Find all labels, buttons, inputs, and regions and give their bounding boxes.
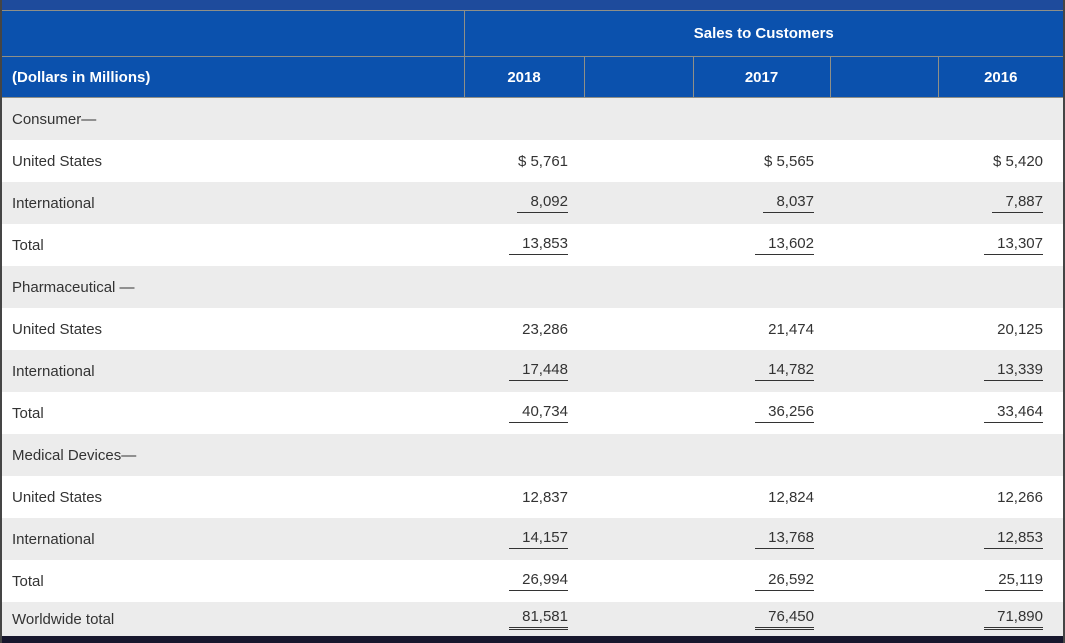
gap-cell — [584, 308, 693, 350]
row-label: International — [2, 518, 464, 560]
value-cell-2017: 36,256 — [693, 392, 830, 434]
gap-cell — [584, 518, 693, 560]
value-cell-2018: 23,286 — [464, 308, 584, 350]
value-cell-2018: 81,581 — [464, 602, 584, 636]
unit-label: (Dollars in Millions) — [2, 56, 464, 98]
value-cell-2017: 26,592 — [693, 560, 830, 602]
year-header-2016: 2016 — [937, 56, 1063, 98]
gap-cell — [584, 140, 693, 182]
value-cell-2016: 7,887 — [938, 182, 1063, 224]
gap-cell — [584, 182, 693, 224]
gap-cell — [830, 140, 938, 182]
year-header-2017: 2017 — [692, 56, 830, 98]
section-label: Medical Devices— — [2, 434, 1063, 476]
row-label: Worldwide total — [2, 602, 464, 636]
row-label: United States — [2, 140, 464, 182]
table-title: Sales to Customers — [463, 11, 1063, 57]
value-cell-2017: 13,768 — [693, 518, 830, 560]
gap-cell — [830, 476, 938, 518]
section-row-pharmaceutical: Pharmaceutical — — [2, 266, 1063, 308]
section-row-consumer: Consumer— — [2, 97, 1063, 140]
header-gap-1 — [583, 56, 693, 98]
bottom-accent-bar — [2, 636, 1063, 643]
gap-cell — [830, 602, 938, 636]
value-cell-2017: 12,824 — [693, 476, 830, 518]
row-label: Total — [2, 224, 464, 266]
worldwide-total-row: Worldwide total 81,581 76,450 71,890 — [2, 602, 1063, 636]
gap-cell — [830, 350, 938, 392]
title-band-row: Sales to Customers — [2, 11, 1063, 57]
value-cell-2016: 33,464 — [938, 392, 1063, 434]
table-row: International 14,157 13,768 12,853 — [2, 518, 1063, 560]
row-label: Total — [2, 560, 464, 602]
row-label: United States — [2, 308, 464, 350]
sales-to-customers-table: Sales to Customers (Dollars in Millions)… — [2, 11, 1063, 636]
top-accent-strip — [2, 0, 1063, 11]
year-header-2018: 2018 — [463, 56, 584, 98]
value-cell-2016: 13,307 — [938, 224, 1063, 266]
row-label: International — [2, 350, 464, 392]
value-cell-2016: 12,266 — [938, 476, 1063, 518]
table-row: United States $ 5,761 $ 5,565 $ 5,420 — [2, 140, 1063, 182]
table-header: Sales to Customers (Dollars in Millions)… — [2, 11, 1063, 98]
value-cell-2017: 14,782 — [693, 350, 830, 392]
value-cell-2016: 12,853 — [938, 518, 1063, 560]
gap-cell — [584, 350, 693, 392]
gap-cell — [830, 392, 938, 434]
gap-cell — [584, 392, 693, 434]
value-cell-2016: 20,125 — [938, 308, 1063, 350]
gap-cell — [584, 476, 693, 518]
gap-cell — [830, 182, 938, 224]
table-row: United States 23,286 21,474 20,125 — [2, 308, 1063, 350]
table-row: Total 40,734 36,256 33,464 — [2, 392, 1063, 434]
value-cell-2016: 25,119 — [938, 560, 1063, 602]
value-cell-2018: 12,837 — [464, 476, 584, 518]
gap-cell — [584, 224, 693, 266]
value-cell-2017: 8,037 — [693, 182, 830, 224]
header-gap-2 — [829, 56, 938, 98]
column-header-row: (Dollars in Millions) 2018 2017 2016 — [2, 56, 1063, 98]
table-row: International 17,448 14,782 13,339 — [2, 350, 1063, 392]
value-cell-2018: $ 5,761 — [464, 140, 584, 182]
section-label: Pharmaceutical — — [2, 266, 1063, 308]
value-cell-2018: 26,994 — [464, 560, 584, 602]
value-cell-2017: $ 5,565 — [693, 140, 830, 182]
value-cell-2017: 76,450 — [693, 602, 830, 636]
gap-cell — [584, 560, 693, 602]
gap-cell — [830, 308, 938, 350]
title-band-spacer — [2, 11, 464, 57]
value-cell-2016: 13,339 — [938, 350, 1063, 392]
row-label: Total — [2, 392, 464, 434]
row-label: International — [2, 182, 464, 224]
value-cell-2016: 71,890 — [938, 602, 1063, 636]
gap-cell — [830, 224, 938, 266]
value-cell-2018: 8,092 — [464, 182, 584, 224]
value-cell-2018: 14,157 — [464, 518, 584, 560]
section-label: Consumer— — [2, 97, 1063, 140]
table-row: Total 13,853 13,602 13,307 — [2, 224, 1063, 266]
table-row: United States 12,837 12,824 12,266 — [2, 476, 1063, 518]
table-body: Consumer— United States $ 5,761 $ 5,565 … — [2, 97, 1063, 636]
value-cell-2017: 13,602 — [693, 224, 830, 266]
value-cell-2018: 17,448 — [464, 350, 584, 392]
gap-cell — [830, 518, 938, 560]
table-row: Total 26,994 26,592 25,119 — [2, 560, 1063, 602]
gap-cell — [830, 560, 938, 602]
value-cell-2016: $ 5,420 — [938, 140, 1063, 182]
row-label: United States — [2, 476, 464, 518]
value-cell-2017: 21,474 — [693, 308, 830, 350]
table-row: International 8,092 8,037 7,887 — [2, 182, 1063, 224]
value-cell-2018: 13,853 — [464, 224, 584, 266]
value-cell-2018: 40,734 — [464, 392, 584, 434]
gap-cell — [584, 602, 693, 636]
section-row-medical-devices: Medical Devices— — [2, 434, 1063, 476]
